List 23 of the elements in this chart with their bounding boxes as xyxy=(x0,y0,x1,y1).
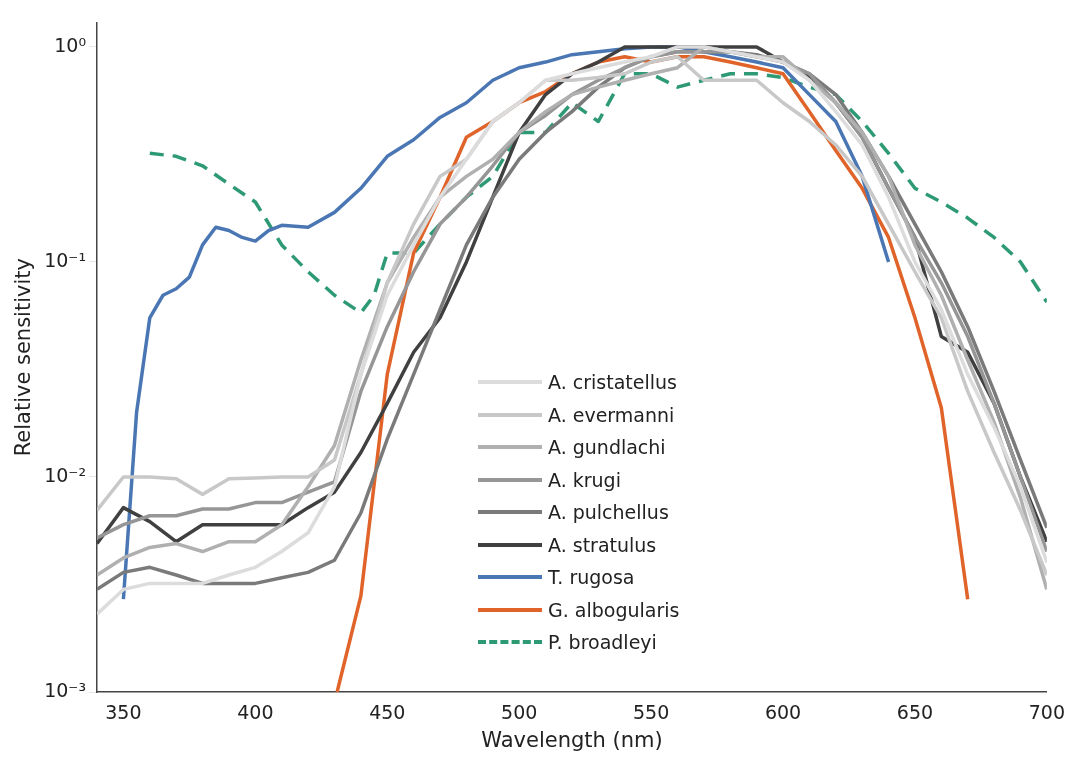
x-tick-label: 450 xyxy=(369,701,406,724)
legend-label: G. albogularis xyxy=(548,597,680,623)
x-axis-title: Wavelength (nm) xyxy=(481,727,663,752)
y-tick-label: 10⁰ xyxy=(54,33,87,56)
legend-label: A. pulchellus xyxy=(548,500,669,525)
legend-label: P. broadleyi xyxy=(548,630,657,655)
x-tick-label: 650 xyxy=(896,701,934,724)
y-axis-title: Relative sensitivity xyxy=(11,258,36,457)
x-tick-label: 600 xyxy=(764,701,802,724)
legend-label: A. cristatellus xyxy=(548,370,677,395)
x-tick-label: 550 xyxy=(632,701,670,724)
y-tick-label: 10⁻³ xyxy=(44,678,87,701)
y-tick-label: 10⁻¹ xyxy=(44,248,87,271)
legend-label: A. krugi xyxy=(548,467,621,493)
legend-label: A. stratulus xyxy=(548,532,657,558)
y-tick-label: 10⁻² xyxy=(44,463,87,486)
x-tick-label: 400 xyxy=(237,701,274,724)
legend-label: A. gundlachi xyxy=(548,435,666,460)
x-tick-label: 350 xyxy=(105,701,142,724)
legend-label: T. rugosa xyxy=(548,565,635,590)
x-tick-label: 500 xyxy=(501,701,538,724)
x-tick-label: 700 xyxy=(1028,701,1065,724)
legend-label: A. evermanni xyxy=(548,402,675,428)
